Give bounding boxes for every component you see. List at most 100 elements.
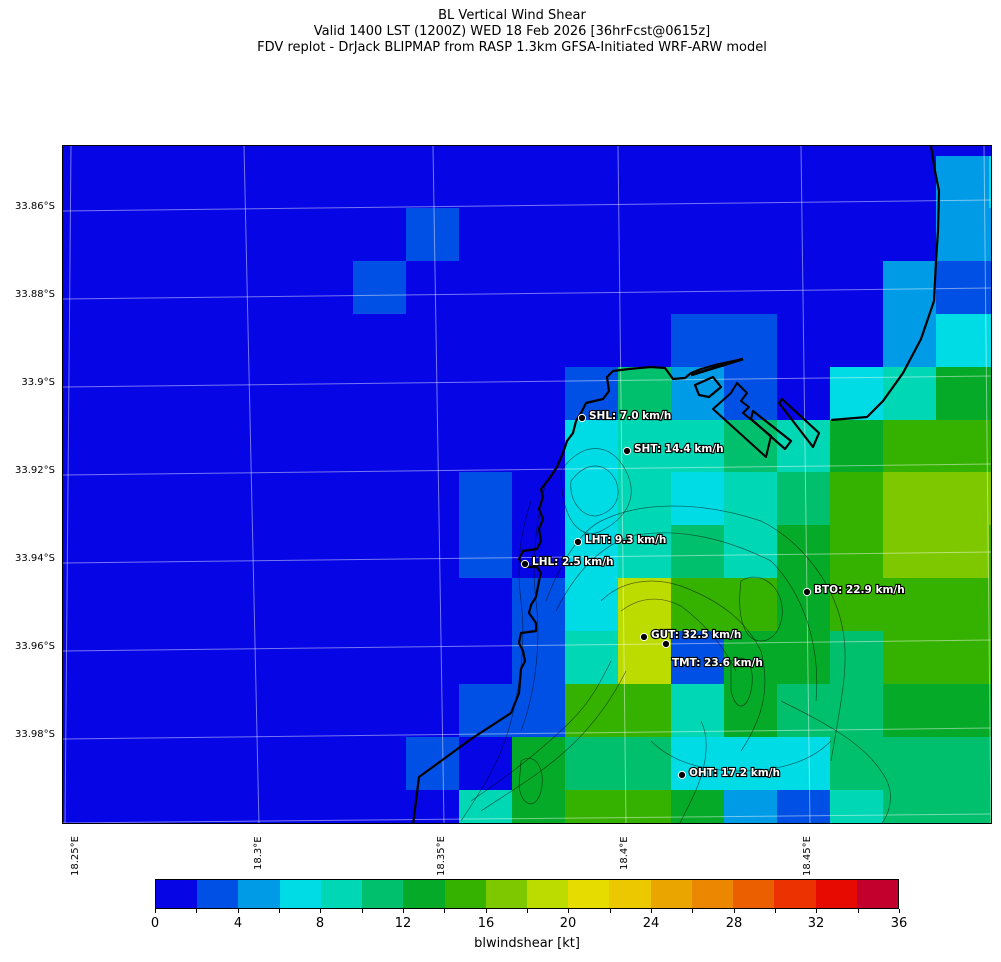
grid-cell	[936, 631, 989, 684]
grid-cell	[565, 578, 618, 631]
lon-label: 18.35°E	[436, 836, 447, 876]
grid-cell	[777, 737, 830, 790]
terrain-contours	[460, 448, 891, 823]
map-plot-area[interactable]: SHL: 7.0 km/h SHT: 14.4 km/h LHT: 9.3 km/h…	[62, 145, 992, 824]
grid-cell	[671, 314, 724, 367]
station-label: LHT: 9.3 km/h	[585, 534, 666, 546]
colorbar-segment	[774, 880, 816, 908]
grid-cell	[936, 684, 989, 737]
grid-cell	[671, 525, 724, 578]
station-label: BTO: 22.9 km/h	[814, 584, 905, 596]
station-label: TMT: 23.6 km/h	[672, 657, 763, 669]
colorbar-tick	[734, 909, 735, 913]
grid-cell	[936, 790, 989, 823]
grid-cell	[777, 472, 830, 525]
station-tmt[interactable]: TMT: 23.6 km/h	[661, 639, 764, 670]
grid-cell	[618, 578, 671, 631]
colorbar-tick-label: 0	[150, 916, 160, 931]
grid-cell	[671, 472, 724, 525]
grid-cell	[830, 420, 883, 472]
colorbar-tick	[238, 909, 239, 913]
grid-cell	[565, 631, 618, 684]
lon-label: 18.25°E	[70, 836, 81, 876]
grid-cell	[936, 367, 989, 420]
grid-cell	[777, 420, 830, 472]
colorbar-tick	[196, 909, 197, 913]
grid-cell	[989, 472, 991, 525]
grid-cell	[618, 737, 671, 790]
colorbar-segment	[320, 880, 363, 908]
lat-label: 33.98°S	[15, 729, 55, 740]
coastline	[412, 146, 941, 823]
colorbar-tick	[610, 909, 611, 913]
colorbar-tick	[279, 909, 280, 913]
colorbar-tick	[403, 909, 404, 913]
lat-label: 33.94°S	[15, 553, 55, 564]
chart-title: BL Vertical Wind Shear Valid 1400 LST (1…	[0, 8, 1001, 56]
grid-cell	[565, 790, 618, 823]
grid-cell	[671, 790, 724, 823]
station-shl[interactable]: SHL: 7.0 km/h	[577, 409, 672, 423]
valid-time-line: Valid 1400 LST (1200Z) WED 18 Feb 2026 […	[313, 24, 711, 39]
station-dot-icon	[661, 639, 671, 649]
lat-label: 33.88°S	[15, 289, 55, 300]
station-sht[interactable]: SHT: 14.4 km/h	[622, 442, 725, 456]
source-line: FDV replot - DrJack BLIPMAP from RASP 1.…	[257, 40, 767, 55]
station-label: SHL: 7.0 km/h	[589, 410, 671, 422]
colorbar-segment	[526, 880, 569, 908]
colorbar-tick	[527, 909, 528, 913]
colorbar-segment	[444, 880, 486, 908]
grid-cell	[565, 472, 618, 525]
station-dot-icon	[639, 632, 649, 642]
grid-cell	[883, 790, 936, 823]
grid-cell	[565, 737, 618, 790]
grid-cell	[989, 420, 991, 472]
grid-cell	[459, 472, 512, 525]
grid-cell	[989, 684, 991, 737]
graticule	[63, 146, 991, 823]
grid-cell	[883, 367, 936, 420]
grid-cell	[830, 367, 883, 420]
colorbar-tick-label: 4	[233, 916, 243, 931]
station-label: SHT: 14.4 km/h	[634, 443, 724, 455]
grid-cell	[936, 420, 989, 472]
grid-cell	[618, 367, 671, 420]
grid-cell	[936, 156, 989, 208]
station-gut[interactable]: GUT: 32.5 km/h	[639, 628, 742, 642]
colorbar-segment	[485, 880, 527, 908]
station-lht[interactable]: LHT: 9.3 km/h	[573, 533, 668, 547]
colorbar-segment	[156, 880, 198, 908]
grid-cell	[830, 631, 883, 684]
colorbar-segment	[197, 880, 239, 908]
grid-cell	[883, 737, 936, 790]
station-bto[interactable]: BTO: 22.9 km/h	[802, 583, 906, 597]
grid-cell	[724, 790, 777, 823]
station-oht[interactable]: OHT: 17.2 km/h	[677, 766, 781, 780]
grid-cell	[989, 578, 991, 631]
colorbar-segment	[856, 880, 898, 908]
colorbar-tick	[899, 909, 900, 913]
colorbar-tick	[858, 909, 859, 913]
grid-cell	[777, 684, 830, 737]
colorbar-segment	[650, 880, 692, 908]
station-markers: SHL: 7.0 km/h SHT: 14.4 km/h LHT: 9.3 km/h…	[520, 409, 906, 780]
grid-cell	[936, 578, 989, 631]
grid-cell	[936, 737, 989, 790]
grid-cell	[618, 684, 671, 737]
colorbar-tick	[320, 909, 321, 913]
grid-cell	[618, 472, 671, 525]
colorbar-tick	[362, 909, 363, 913]
colorbar-tick-label: 28	[725, 916, 743, 931]
station-lhl[interactable]: LHL: 2.5 km/h	[520, 555, 615, 569]
lat-label: 33.92°S	[15, 465, 55, 476]
colorbar-segment	[362, 880, 404, 908]
map-canvas: SHL: 7.0 km/h SHT: 14.4 km/h LHT: 9.3 km/h…	[63, 146, 991, 823]
grid-cell	[883, 578, 936, 631]
station-label: LHL: 2.5 km/h	[532, 556, 614, 568]
grid-cell	[989, 261, 991, 314]
colorbar-tick	[651, 909, 652, 913]
colorbar-tick	[568, 909, 569, 913]
station-label: GUT: 32.5 km/h	[651, 629, 741, 641]
station-dot-icon	[677, 770, 687, 780]
station-dot-icon	[577, 413, 587, 423]
